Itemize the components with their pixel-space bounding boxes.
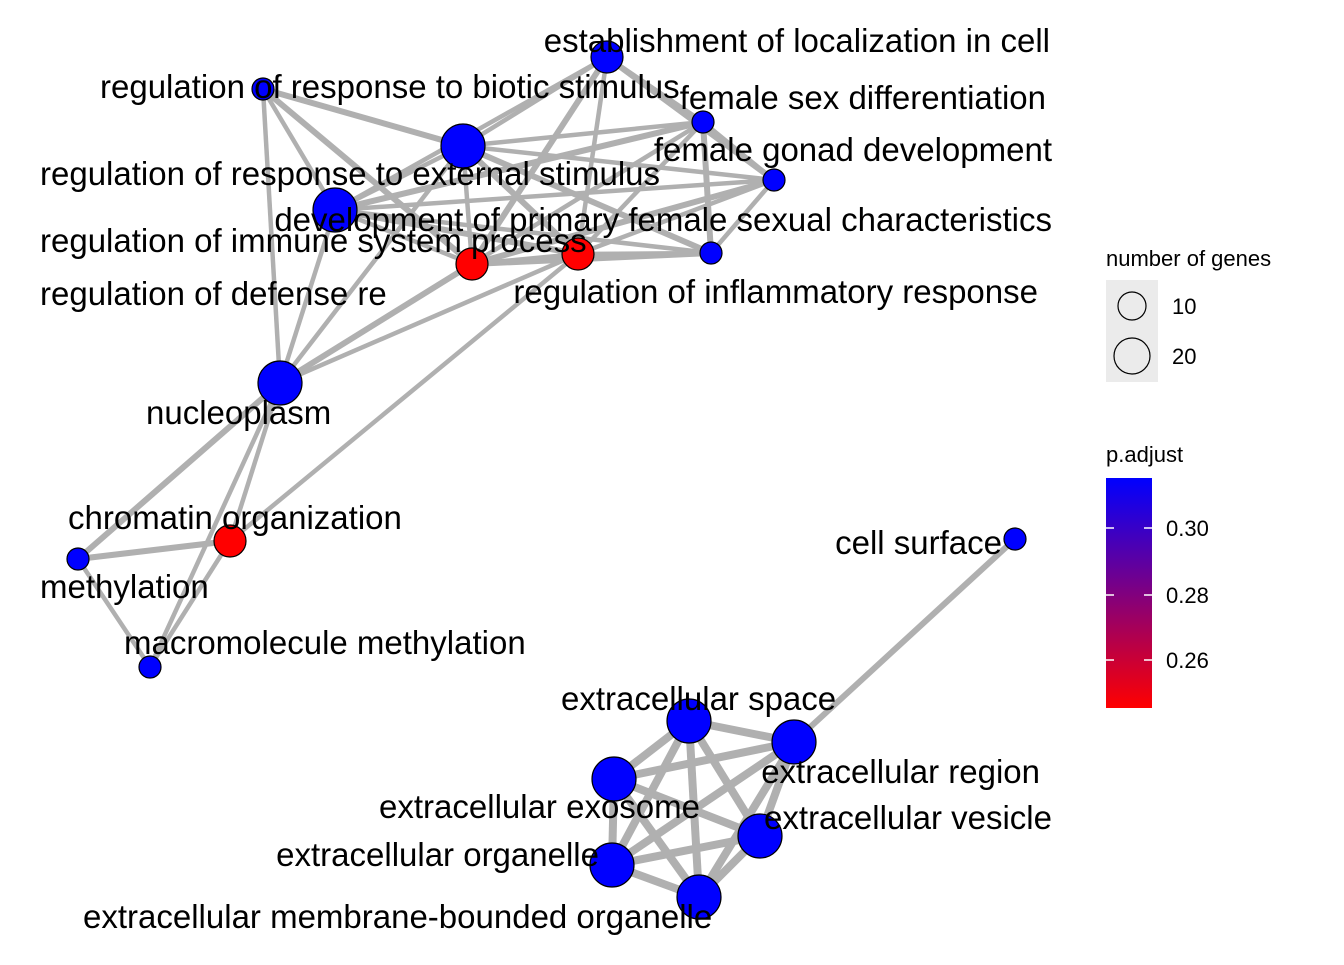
edge-nucleoplasm-macro_methyl	[147, 382, 283, 668]
node-label-biotic: regulation of response to biotic stimulu…	[100, 68, 680, 105]
node-ec_exosome[interactable]	[591, 756, 637, 802]
node-label-immune: regulation of immune system process	[40, 222, 587, 259]
node-label-cell_surface: cell surface	[835, 524, 1002, 561]
size-legend-label-10: 10	[1172, 294, 1196, 319]
edge-biotic-nucleoplasm	[260, 88, 283, 384]
edge-immune-nucleoplasm	[277, 209, 338, 384]
node-label-ec_region: extracellular region	[761, 753, 1040, 790]
color-legend-tick-label: 0.28	[1166, 583, 1209, 608]
color-legend-gradient-bar	[1106, 478, 1152, 708]
edge-nucleoplasm-chromatin	[227, 382, 283, 542]
node-female_sex[interactable]	[691, 110, 715, 134]
node-label-female_sex: female sex differentiation	[680, 79, 1046, 116]
node-label-chromatin: chromatin organization	[68, 499, 402, 536]
node-immune[interactable]	[312, 187, 358, 233]
node-label-female_gonad: female gonad development	[654, 131, 1052, 168]
node-label-establishment: establishment of localization in cell	[544, 22, 1050, 59]
node-ec_membrane[interactable]	[676, 874, 722, 920]
node-label-external_stim: regulation of response to external stimu…	[40, 155, 660, 192]
edge-female_gonad-immune	[334, 177, 775, 213]
node-defense[interactable]	[455, 247, 489, 281]
edge-layer	[76, 54, 1018, 901]
edge-primary_female-immune	[334, 207, 712, 256]
node-ec_space[interactable]	[666, 698, 712, 744]
edge-ec_region-ec_exosome	[613, 738, 795, 783]
edge-immune-inflammatory	[334, 207, 579, 257]
node-label-ec_vesicle: extracellular vesicle	[764, 799, 1052, 836]
node-external_stim[interactable]	[440, 123, 486, 169]
edge-female_sex-primary_female	[700, 121, 714, 254]
node-ec_organelle[interactable]	[589, 842, 635, 888]
node-label-ec_organelle: extracellular organelle	[276, 836, 599, 873]
node-label-defense: regulation of defense re	[40, 275, 387, 312]
node-female_gonad[interactable]	[762, 168, 786, 192]
edge-immune-defense	[334, 207, 473, 267]
size-legend-key-background	[1106, 280, 1158, 382]
edge-nucleoplasm-methylation	[76, 380, 282, 562]
node-establishment[interactable]	[590, 40, 624, 74]
node-ec_vesicle[interactable]	[737, 813, 783, 859]
node-label-primary_female: development of primary female sexual cha…	[274, 201, 1052, 238]
edge-cell_surface-ec_region	[791, 536, 1018, 745]
edge-ec_vesicle-ec_organelle	[611, 832, 761, 869]
node-inflammatory[interactable]	[561, 237, 595, 271]
edge-ec_exosome-ec_vesicle	[612, 775, 762, 840]
edge-methylation-macro_methyl	[76, 557, 152, 669]
node-layer	[66, 40, 1027, 920]
node-biotic[interactable]	[251, 77, 275, 101]
edge-external_stim-primary_female	[461, 143, 713, 256]
node-chromatin[interactable]	[213, 524, 247, 558]
edge-ec_region-ec_organelle	[609, 738, 797, 869]
size-legend-title: number of genes	[1106, 246, 1271, 271]
edge-female_sex-female_gonad	[701, 120, 776, 182]
edge-chromatin-inflammatory	[228, 252, 580, 543]
edge-female_gonad-defense	[471, 177, 775, 267]
edge-biotic-immune	[261, 87, 337, 212]
edge-female_gonad-primary_female	[709, 178, 776, 255]
node-cell_surface[interactable]	[1003, 527, 1027, 551]
edge-defense-inflammatory	[471, 251, 579, 267]
color-legend-title: p.adjust	[1106, 442, 1183, 467]
color-legend: p.adjust 0.30 0.28 0.26	[1106, 442, 1209, 708]
edge-chromatin-macro_methyl	[148, 539, 232, 669]
node-label-macro_methyl: macromolecule methylation	[124, 624, 526, 661]
edge-biotic-defense	[261, 86, 474, 267]
color-legend-tick-label: 0.30	[1166, 516, 1209, 541]
node-label-ec_membrane: extracellular membrane-bounded organelle	[83, 898, 712, 935]
label-layer: establishment of localization in cell reg…	[40, 22, 1052, 935]
color-legend-tick-label: 0.26	[1166, 648, 1209, 673]
size-legend-label-20: 20	[1172, 344, 1196, 369]
edge-external_stim-female_gonad	[462, 143, 775, 183]
node-ec_region[interactable]	[771, 719, 817, 765]
edge-external_stim-female_sex	[462, 119, 704, 149]
edge-ec_exosome-ec_membrane	[610, 776, 703, 900]
node-primary_female[interactable]	[699, 241, 723, 265]
size-legend: number of genes 10 20	[1106, 246, 1271, 382]
edge-chromatin-methylation	[77, 538, 231, 562]
node-label-inflammatory: regulation of inflammatory response	[513, 273, 1038, 310]
size-legend-circle-10	[1117, 291, 1147, 321]
node-label-ec_exosome: extracellular exosome	[379, 788, 700, 825]
edge-biotic-external_stim	[262, 86, 464, 149]
size-legend-circle-20	[1113, 337, 1151, 375]
edge-inflammatory-nucleoplasm	[279, 251, 579, 386]
node-label-ec_space: extracellular space	[561, 680, 836, 717]
edge-external_stim-immune	[333, 143, 465, 213]
node-nucleoplasm[interactable]	[257, 360, 303, 406]
edge-female_sex-immune	[334, 119, 704, 213]
node-macro_methyl[interactable]	[138, 655, 162, 679]
edge-establishment-inflammatory	[575, 56, 610, 255]
node-label-nucleoplasm: nucleoplasm	[146, 394, 331, 431]
node-label-methylation: methylation	[40, 568, 209, 605]
edge-defense-nucleoplasm	[278, 261, 474, 386]
node-methylation[interactable]	[66, 547, 90, 571]
